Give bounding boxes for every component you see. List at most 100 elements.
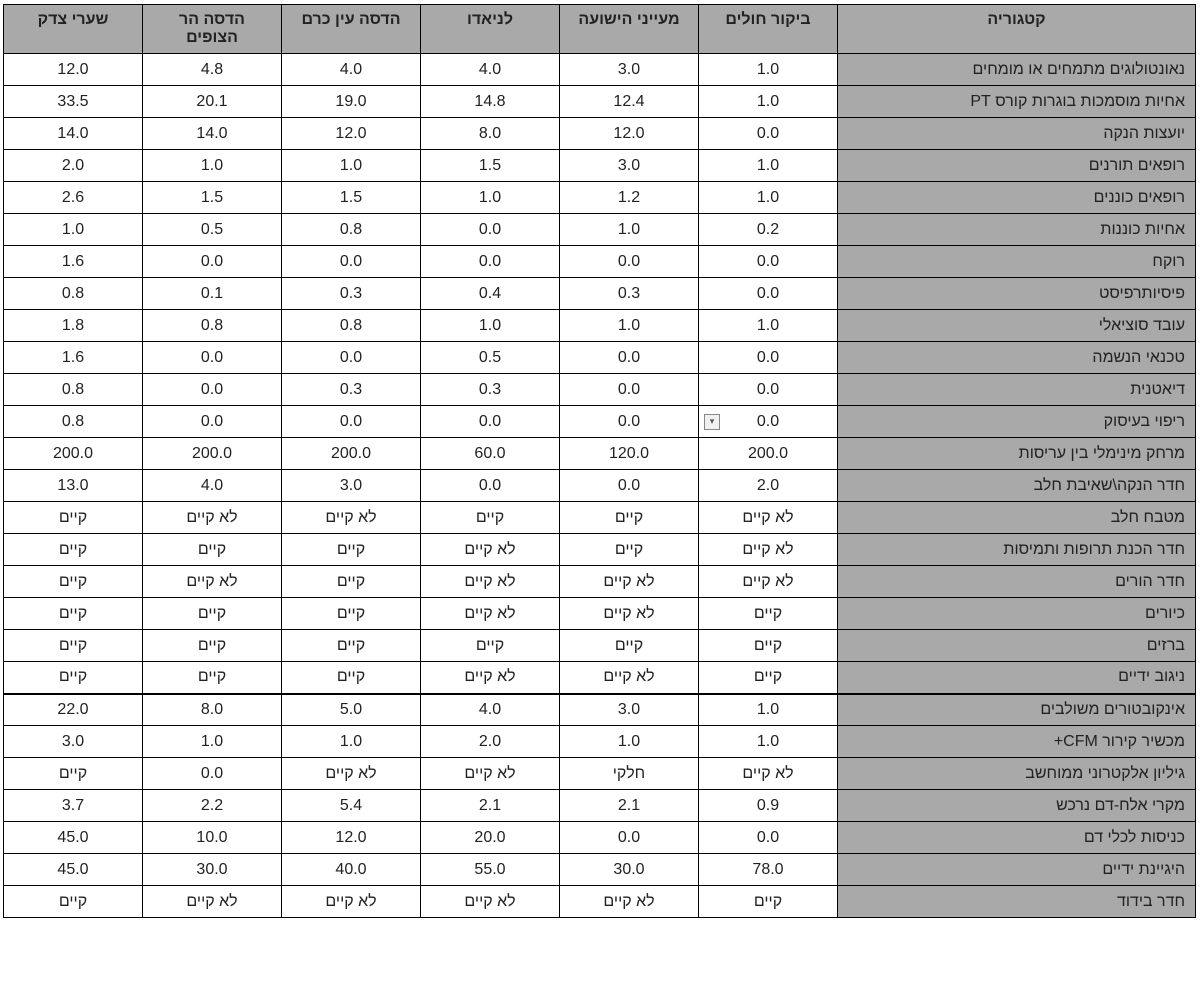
data-cell: 2.1 <box>560 790 699 822</box>
header-ein-kerem: הדסה עין כרם <box>282 5 421 54</box>
data-cell: 0.4 <box>421 278 560 310</box>
data-cell: 45.0 <box>4 854 143 886</box>
category-cell: יועצות הנקה <box>838 118 1196 150</box>
category-cell: ניגוב ידיים <box>838 662 1196 694</box>
data-cell: 0.0 <box>143 342 282 374</box>
data-cell: קיים <box>699 662 838 694</box>
data-cell: 1.5 <box>421 150 560 182</box>
data-cell: 2.0 <box>421 726 560 758</box>
data-cell: לא קיים <box>421 758 560 790</box>
data-cell: 0.0 <box>699 246 838 278</box>
data-cell: 22.0 <box>4 694 143 726</box>
category-cell: אינקובטורים משולבים <box>838 694 1196 726</box>
table-row: היגיינת ידיים78.030.055.040.030.045.0 <box>4 854 1196 886</box>
table-row: כיוריםקייםלא קייםלא קייםקייםקייםקיים <box>4 598 1196 630</box>
data-cell: 14.8 <box>421 86 560 118</box>
category-cell: רופאים כוננים <box>838 182 1196 214</box>
table-row: רוקח0.00.00.00.00.01.6 <box>4 246 1196 278</box>
data-cell: 2.1 <box>421 790 560 822</box>
header-bikur-holim: ביקור חולים <box>699 5 838 54</box>
data-cell: 0.0 <box>560 470 699 502</box>
data-cell: 45.0 <box>4 822 143 854</box>
category-cell: חדר הכנת תרופות ותמיסות <box>838 534 1196 566</box>
table-row: נאונטולוגים מתמחים או מומחים1.03.04.04.0… <box>4 54 1196 86</box>
data-cell: לא קיים <box>699 758 838 790</box>
data-cell: 1.0 <box>421 310 560 342</box>
data-cell: 0.0 <box>143 246 282 278</box>
data-cell: 4.0 <box>421 694 560 726</box>
data-cell: 1.5 <box>282 182 421 214</box>
data-cell: לא קיים <box>421 566 560 598</box>
table-row: ברזיםקייםקייםקייםקייםקייםקיים <box>4 630 1196 662</box>
table-row: חדר בידודקייםלא קייםלא קייםלא קייםלא קיי… <box>4 886 1196 918</box>
category-cell: אחיות כוננות <box>838 214 1196 246</box>
category-cell: חדר הורים <box>838 566 1196 598</box>
data-cell: 0.0 <box>560 374 699 406</box>
data-cell: קיים <box>699 886 838 918</box>
table-row: מקרי אלח-דם נרכש0.92.12.15.42.23.7 <box>4 790 1196 822</box>
data-cell: 30.0 <box>143 854 282 886</box>
category-cell: חדר הנקה\שאיבת חלב <box>838 470 1196 502</box>
data-cell: 200.0 <box>282 438 421 470</box>
data-cell: לא קיים <box>699 534 838 566</box>
data-cell: 0.5 <box>143 214 282 246</box>
data-cell: 0.3 <box>282 278 421 310</box>
data-cell: 20.1 <box>143 86 282 118</box>
data-cell: 1.0 <box>699 182 838 214</box>
data-cell: 0.0 <box>699 278 838 310</box>
chevron-down-icon[interactable]: ▾ <box>704 414 720 430</box>
data-cell: קיים <box>421 502 560 534</box>
data-cell: 1.6 <box>4 246 143 278</box>
data-cell: קיים <box>143 630 282 662</box>
data-cell: 0.2 <box>699 214 838 246</box>
data-cell: קיים <box>282 598 421 630</box>
table-row: ניגוב ידייםקייםלא קייםלא קייםקייםקייםקיי… <box>4 662 1196 694</box>
category-cell: דיאטנית <box>838 374 1196 406</box>
data-cell: 0.8 <box>282 310 421 342</box>
data-cell: 0.0 <box>560 406 699 438</box>
table-row: פיסיותרפיסט0.00.30.40.30.10.8 <box>4 278 1196 310</box>
category-cell: כיורים <box>838 598 1196 630</box>
table-row: דיאטנית0.00.00.30.30.00.8 <box>4 374 1196 406</box>
data-cell: 1.0 <box>699 726 838 758</box>
data-cell: לא קיים <box>560 886 699 918</box>
data-cell: 2.0 <box>699 470 838 502</box>
data-cell: 0.0 <box>560 246 699 278</box>
data-cell: 0.0 <box>560 822 699 854</box>
data-cell: חלקי <box>560 758 699 790</box>
table-row: גיליון אלקטרוני ממוחשבלא קייםחלקילא קיים… <box>4 758 1196 790</box>
table-row: מרחק מינימלי בין עריסות200.0120.060.0200… <box>4 438 1196 470</box>
data-cell: לא קיים <box>421 598 560 630</box>
category-cell: אחיות מוסמכות בוגרות קורס PT <box>838 86 1196 118</box>
data-cell: 1.0 <box>421 182 560 214</box>
data-cell: 0.0 <box>421 214 560 246</box>
data-cell: 0.3 <box>560 278 699 310</box>
data-cell: 14.0 <box>4 118 143 150</box>
category-cell: רוקח <box>838 246 1196 278</box>
table-row: אינקובטורים משולבים1.03.04.05.08.022.0 <box>4 694 1196 726</box>
data-cell: 0.0 <box>143 374 282 406</box>
data-cell: 1.0 <box>4 214 143 246</box>
data-cell: לא קיים <box>560 598 699 630</box>
data-cell: 2.0 <box>4 150 143 182</box>
data-cell: לא קיים <box>421 886 560 918</box>
data-cell: 0.0 <box>560 342 699 374</box>
data-cell: קיים <box>699 598 838 630</box>
data-cell: 0.0 <box>421 406 560 438</box>
data-cell: 12.0 <box>4 54 143 86</box>
data-cell: קיים <box>282 534 421 566</box>
data-cell: 1.0 <box>699 86 838 118</box>
data-cell: לא קיים <box>143 502 282 534</box>
data-cell: 5.4 <box>282 790 421 822</box>
data-cell: 0.0 <box>143 758 282 790</box>
data-cell: 12.4 <box>560 86 699 118</box>
table-row: אחיות מוסמכות בוגרות קורס PT1.012.414.81… <box>4 86 1196 118</box>
category-cell: ברזים <box>838 630 1196 662</box>
data-cell: 200.0 <box>143 438 282 470</box>
data-cell: לא קיים <box>282 886 421 918</box>
category-cell: פיסיותרפיסט <box>838 278 1196 310</box>
category-cell: חדר בידוד <box>838 886 1196 918</box>
data-cell: 0.8 <box>143 310 282 342</box>
header-category: קטגוריה <box>838 5 1196 54</box>
data-cell: קיים <box>143 598 282 630</box>
